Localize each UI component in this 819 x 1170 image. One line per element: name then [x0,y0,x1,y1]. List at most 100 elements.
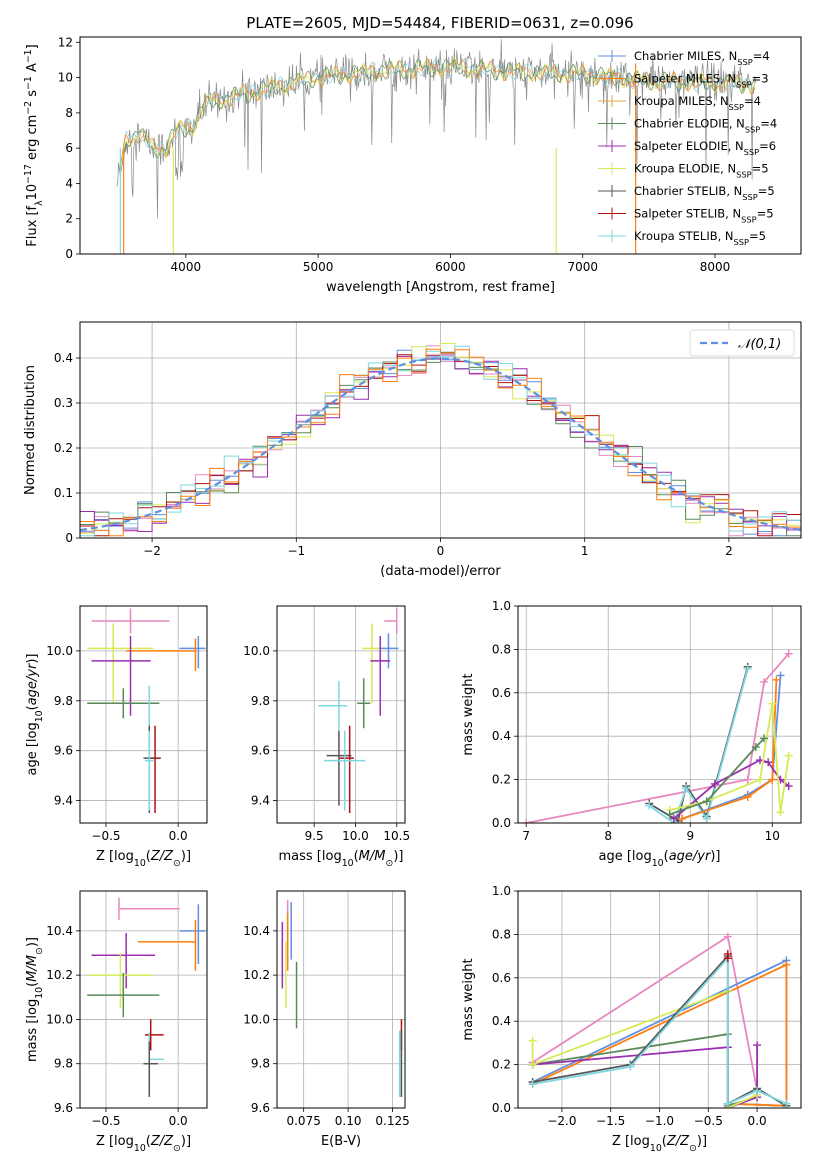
y-tick-label: 9.8 [54,694,73,708]
x-tick-label: 0.0 [748,1114,767,1128]
weight-point-marker [755,775,764,784]
x-tick-label: 7 [522,829,530,843]
weight-point-marker [626,1062,635,1071]
weight-point-marker [751,743,760,752]
y-tick-label: 0.0 [492,1101,511,1115]
x-tick-label: 0 [437,544,445,558]
weight-point-marker [702,814,711,823]
weight-point-marker [753,1041,762,1050]
x-tick-label: 9.5 [305,829,324,843]
legend-label: Salpeter MILES, NSSP=3 [634,72,769,90]
weight-point-marker [764,758,773,767]
x-axis-label: Z [log10(Z/Z⊙)] [612,1134,707,1154]
axes-frame [276,890,406,1109]
weight-point-marker [723,954,732,963]
x-tick-label: −2 [143,544,161,558]
axes-frame [79,890,208,1109]
y-tick-label: 10 [58,71,73,85]
axes-frame [517,605,802,824]
weight-point-marker [723,932,732,941]
weight-series-line [673,759,790,820]
plot-area [80,343,801,537]
y-tick-label: 10.2 [46,968,73,982]
y-tick-label: 9.8 [251,694,270,708]
weight-series-line [532,963,788,1107]
y-tick-label: 9.6 [54,744,73,758]
panel-mass-vs-EBV: 0.075 0.10 0.125 9.6 9.8 10.0 10.2 10.4 E(B-V) [243,890,410,1149]
weight-point-marker [743,792,752,801]
plot-area [281,899,403,1097]
spectrum-model-line [119,57,756,170]
y-tick-label: 9.4 [54,794,73,808]
weight-point-marker [645,801,654,810]
y-tick-label: 0.2 [54,441,73,455]
y-tick-label: 0.4 [492,729,511,743]
y-tick-label: 9.4 [251,794,270,808]
residual-legend-label: 𝒩(0,1) [738,337,781,352]
weight-series-line [669,737,765,816]
x-tick-label: 6000 [435,260,466,274]
residual-legend-box [689,329,795,357]
weight-point-marker [528,1060,537,1069]
panel-weight-vs-age: 7 8 9 10 0.0 0.2 0.4 0.6 0.8 1.0 age [log10(age/yr… [461,599,802,869]
plot-area [116,39,757,254]
plot-area [318,608,399,814]
y-tick-label: 0.2 [492,773,511,787]
plot-area [522,649,793,823]
weight-point-marker [743,664,752,673]
y-tick-label: 0.8 [492,642,511,656]
x-axis-label: Z [log10(Z/Z⊙)] [96,1134,191,1154]
y-axis-label: Flux [fλ10−17 erg cm−2 s−1 A−1] [23,44,45,246]
legend-label: Kroupa STELIB, NSSP=5 [634,229,766,247]
normal-curve-line [80,357,801,532]
y-tick-label: 0 [65,247,73,261]
x-tick-label: 5000 [303,260,334,274]
weight-point-marker [665,810,674,819]
panel-mass-vs-Z: −0.5 0.0 9.6 9.8 10.0 10.2 10.4 Z [log10(Z/Z⊙)]… [25,890,208,1154]
y-tick-label: 4 [65,176,73,190]
y-tick-label: 12 [58,35,73,49]
y-tick-label: 0.6 [492,686,511,700]
weight-point-marker [678,814,687,823]
x-axis-label: wavelength [Angstrom, rest frame] [326,280,555,295]
y-tick-label: 9.6 [251,744,270,758]
plot-area [87,897,206,1097]
weight-point-marker [782,1099,791,1108]
legend-label: Kroupa ELODIE, NSSP=5 [634,162,769,180]
axes-frame [79,605,208,824]
weight-point-marker [743,775,752,784]
axes-frame [276,605,406,824]
y-tick-label: 9.6 [251,1101,270,1115]
x-axis-label: Z [log10(Z/Z⊙)] [96,849,191,869]
x-tick-label: −2.0 [547,1114,576,1128]
plot-area [87,608,206,814]
legend-label: Salpeter ELODIE, NSSP=6 [634,139,776,157]
legend-label: Salpeter STELIB, NSSP=5 [634,207,774,225]
spectrum-legend: Chabrier MILES, NSSP=4 Salpeter MILES, NS… [598,49,777,247]
x-tick-label: 0.075 [286,1114,320,1128]
legend-label: Chabrier MILES, NSSP=4 [634,49,770,67]
spectrum-model-line [119,58,756,172]
x-tick-label: 0.125 [375,1114,409,1128]
y-tick-label: 1.0 [492,599,511,613]
weight-point-marker [784,751,793,760]
weight-series-line [532,955,787,1106]
x-tick-label: −0.5 [91,1114,120,1128]
weight-point-marker [784,649,793,658]
x-tick-label: −0.5 [91,829,120,843]
panel-weight-vs-Z: −2.0 −1.5 −1.0 −0.5 0.0 0.0 0.2 0.4 0.6 0.8 1.0 Z [… [461,884,802,1154]
y-tick-label: 10.0 [46,1012,73,1026]
weight-point-marker [768,775,777,784]
x-tick-label: 2 [725,544,733,558]
legend-label: Chabrier ELODIE, NSSP=4 [634,117,777,135]
x-tick-label: 10.0 [342,829,369,843]
x-axis-label: mass [log10(M/M⊙)] [279,849,404,869]
plot-area [528,932,791,1108]
x-tick-label: −1.5 [596,1114,625,1128]
y-tick-label: 0.8 [492,927,511,941]
weight-point-marker [528,1036,537,1045]
panel-age-vs-mass: 9.5 10.0 10.5 9.4 9.6 9.8 10.0 mass [log10(M/M⊙… [243,605,410,869]
y-tick-label: 10.0 [243,644,270,658]
y-axis-label: age [log10(age/yr)] [25,653,45,775]
